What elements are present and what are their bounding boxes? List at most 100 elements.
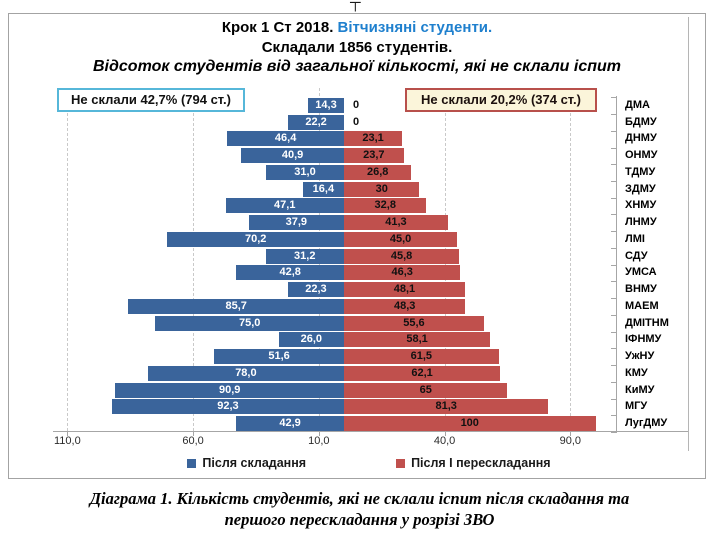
category-axis-tick — [611, 348, 617, 350]
bar-after-retake — [344, 248, 460, 264]
bar-value-after-retake: 65 — [419, 383, 432, 396]
category-label: УМСА — [625, 266, 657, 279]
bar-value-after-exam: 37,9 — [285, 216, 308, 229]
bar-after-exam — [167, 231, 344, 247]
bar-after-retake — [344, 215, 448, 231]
bar-value-after-exam: 46,4 — [274, 132, 297, 145]
category-axis-tick — [611, 164, 617, 166]
bar-value-after-retake: 32,8 — [374, 199, 396, 212]
bar-after-exam — [248, 215, 344, 231]
bar-value-after-retake: 61,5 — [410, 350, 433, 363]
bar-after-exam — [115, 382, 344, 398]
bar-value-after-retake: 100 — [460, 417, 479, 430]
bar-after-retake — [344, 181, 420, 197]
category-axis-tick — [611, 181, 617, 182]
category-label: ЛНМУ — [625, 216, 657, 229]
bar-value-after-exam: 85,7 — [225, 299, 247, 312]
category-label: ДМА — [625, 99, 650, 111]
bar-after-retake — [344, 399, 549, 415]
category-label: СДУ — [625, 249, 648, 262]
bar-after-retake — [344, 365, 501, 381]
category-label: МАЕМ — [625, 299, 659, 312]
category-axis-tick — [611, 415, 617, 417]
bar-after-exam — [111, 399, 344, 415]
bar-value-after-retake: 48,1 — [393, 283, 416, 296]
x-axis-tick-label: 110,0 — [53, 435, 81, 447]
bar-value-after-exam: 70,2 — [245, 232, 267, 245]
bar-after-retake — [344, 382, 508, 398]
x-axis-tick-label: 60,0 — [182, 435, 204, 447]
category-axis-tick — [611, 147, 617, 149]
category-label: ЛугДМУ — [625, 417, 668, 430]
bar-after-retake — [344, 148, 404, 164]
category-label: МГУ — [625, 400, 648, 413]
bar-after-exam — [236, 416, 344, 432]
bar-value-after-retake-zero: 0 — [352, 115, 360, 128]
legend-label: Після складання — [202, 456, 307, 470]
category-label: ІФНМУ — [625, 333, 662, 346]
x-axis-tick — [444, 431, 446, 436]
category-label: КиМУ — [625, 383, 655, 396]
category-axis-tick — [611, 365, 617, 367]
bar-after-retake — [344, 282, 465, 298]
right-total-callout: Не склали 20,2% (374 ст.) — [405, 88, 597, 112]
category-label: ТДМУ — [625, 165, 656, 178]
legend-swatch-blue — [187, 458, 197, 468]
legend-label: Після І перескладання — [411, 456, 551, 470]
bar-value-after-exam: 31,0 — [294, 165, 316, 178]
category-axis-tick — [611, 331, 617, 333]
x-axis-tick — [570, 431, 572, 436]
bar-value-after-exam: 16,4 — [312, 182, 335, 195]
x-axis-tick — [318, 431, 320, 436]
bar-value-after-retake: 62,1 — [411, 366, 433, 379]
x-axis-tick — [67, 431, 69, 436]
bar-after-retake — [344, 315, 484, 331]
bar-after-exam — [227, 131, 344, 147]
bar-value-after-exam: 22,3 — [305, 283, 327, 296]
bar-after-retake — [344, 131, 403, 147]
vertical-gridline — [193, 88, 195, 431]
chart-subtitle: Складали 1856 студентів. — [261, 39, 453, 56]
category-axis-tick — [611, 432, 617, 434]
vertical-gridline — [67, 88, 69, 431]
category-label: ЗДМУ — [625, 182, 656, 195]
bar-after-exam — [241, 148, 344, 164]
bar-value-after-retake: 46,3 — [391, 266, 413, 279]
left-total-callout: Не склали 42,7% (794 ст.) — [57, 88, 245, 112]
bar-after-exam — [128, 298, 344, 314]
bar-value-after-exam: 78,0 — [235, 366, 257, 379]
x-axis-tick — [193, 431, 195, 436]
bar-value-after-retake: 45,8 — [390, 249, 413, 262]
bar-after-exam — [225, 198, 344, 214]
x-axis-tick-label: 40,0 — [433, 435, 456, 447]
bar-value-after-retake: 58,1 — [406, 333, 428, 346]
category-axis-tick — [611, 114, 617, 116]
bar-after-retake — [344, 231, 458, 247]
bar-value-after-retake: 23,1 — [362, 132, 384, 145]
bar-value-after-retake-zero: 0 — [352, 99, 360, 111]
bar-after-exam — [278, 332, 344, 348]
bar-after-exam — [308, 98, 344, 113]
x-axis-tick-label: 10,0 — [308, 435, 330, 447]
category-label: УжНУ — [625, 350, 655, 363]
category-axis-tick — [611, 264, 617, 266]
bar-after-exam — [155, 315, 344, 331]
bar-after-retake — [344, 349, 499, 365]
chart-subtitle-italic: Відсоток студентів від загальної кількос… — [93, 58, 621, 75]
x-axis-tick-label: 90,0 — [559, 435, 582, 447]
bar-after-exam — [266, 164, 344, 180]
chart-title-black: Крок 1 Ст 2018. — [221, 19, 334, 36]
bar-value-after-exam: 42,9 — [279, 417, 301, 430]
category-label: БДМУ — [625, 115, 657, 128]
bar-after-exam — [236, 265, 344, 281]
category-label: ОНМУ — [625, 149, 658, 162]
vertical-gridline — [570, 88, 572, 431]
bar-after-exam — [147, 365, 344, 381]
caption-line-1: Діаграма 1. Кількість студентів, які не … — [89, 489, 630, 508]
bar-value-after-exam: 14,3 — [315, 99, 337, 111]
bar-value-after-exam: 40,9 — [281, 149, 304, 162]
bar-value-after-retake: 26,8 — [366, 165, 389, 178]
category-axis-tick — [611, 130, 617, 132]
category-label: ЛМІ — [625, 232, 645, 245]
